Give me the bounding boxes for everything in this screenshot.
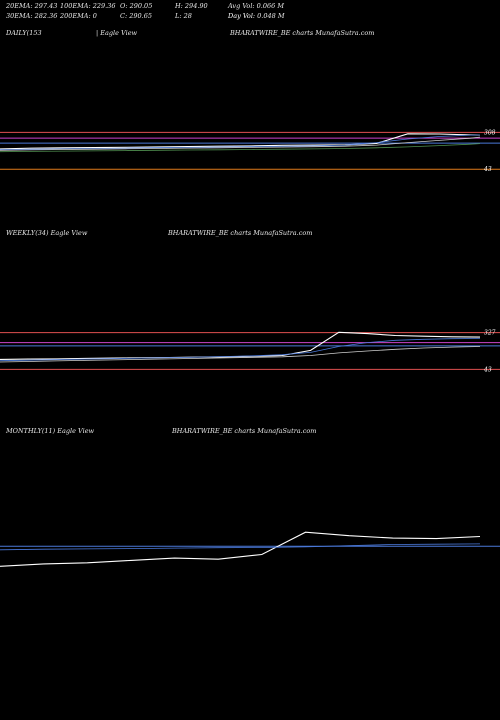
weekly-series-line-1 xyxy=(0,338,481,362)
header-high: H: 294.90 xyxy=(175,2,208,10)
weekly-panel-label: WEEKLY(34) Eagle View xyxy=(6,229,88,237)
header-ema30: 30EMA: 282.36 xyxy=(6,12,58,20)
daily-series-line-1 xyxy=(0,134,481,150)
daily-y-label-1: 43 xyxy=(483,166,492,173)
header-day-vol-a: Day Vol: 0.048 M xyxy=(228,12,285,20)
header-low: L: 28 xyxy=(175,12,192,20)
daily-series-line-3 xyxy=(0,143,481,153)
header-day-vol-b: Day Vol xyxy=(228,12,253,20)
daily-panel-label: DAILY(153 xyxy=(6,29,42,37)
header-close: C: 290.65 xyxy=(120,12,152,20)
monthly-series-line-1 xyxy=(0,543,481,551)
daily-series-line-2 xyxy=(0,136,481,151)
daily-view-label: | Eagle View xyxy=(96,29,138,37)
weekly-chart: 327 43 xyxy=(0,330,500,373)
weekly-y-label-0: 327 xyxy=(484,330,496,337)
weekly-y-label-1: 43 xyxy=(483,366,492,373)
weekly-watermark: BHARATWIRE_BE charts MunafaSutra.com xyxy=(168,229,313,237)
monthly-chart xyxy=(0,531,500,567)
header-ema20: 20EMA: 297.43 xyxy=(6,2,58,10)
monthly-watermark: BHARATWIRE_BE charts MunafaSutra.com xyxy=(172,427,317,435)
monthly-panel-label: MONTHLY(11) Eagle View xyxy=(6,427,95,435)
daily-y-label-0: 308 xyxy=(484,130,496,137)
daily-watermark: BHARATWIRE_BE charts MunafaSutra.com xyxy=(230,29,375,37)
header-ema100: 100EMA: 229.36 xyxy=(60,2,116,10)
header-ema200: 200EMA: 0 xyxy=(60,12,97,20)
daily-chart: 308 43 xyxy=(0,130,500,173)
header-avg-vol: Avg Vol: 0.066 M xyxy=(228,2,285,10)
header-open: O: 290.05 xyxy=(120,2,153,10)
weekly-series-line-2 xyxy=(0,346,481,363)
monthly-series-line-0 xyxy=(0,531,481,567)
daily-series-line-0 xyxy=(0,133,481,150)
